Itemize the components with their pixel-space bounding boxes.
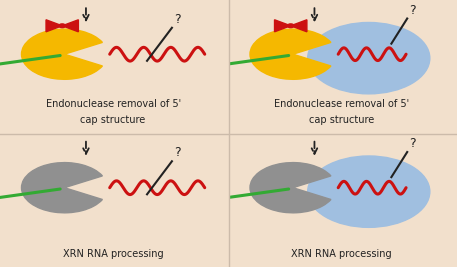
Wedge shape bbox=[250, 29, 331, 79]
Polygon shape bbox=[291, 20, 307, 32]
Text: Endonuclease removal of 5': Endonuclease removal of 5' bbox=[274, 99, 409, 109]
Wedge shape bbox=[250, 163, 331, 213]
Circle shape bbox=[59, 24, 65, 28]
Text: ?: ? bbox=[174, 13, 181, 26]
Circle shape bbox=[308, 156, 430, 227]
Circle shape bbox=[287, 24, 294, 28]
Text: Endonuclease removal of 5': Endonuclease removal of 5' bbox=[46, 99, 181, 109]
Wedge shape bbox=[21, 163, 102, 213]
Wedge shape bbox=[21, 29, 102, 79]
Text: cap structure: cap structure bbox=[309, 115, 374, 125]
Circle shape bbox=[308, 22, 430, 94]
Circle shape bbox=[205, 60, 223, 70]
Text: XRN RNA processing: XRN RNA processing bbox=[291, 249, 392, 259]
Polygon shape bbox=[275, 20, 291, 32]
Polygon shape bbox=[46, 20, 62, 32]
Polygon shape bbox=[62, 20, 79, 32]
Text: XRN RNA processing: XRN RNA processing bbox=[63, 249, 164, 259]
Text: ?: ? bbox=[174, 146, 181, 159]
Text: cap structure: cap structure bbox=[80, 115, 146, 125]
Text: ?: ? bbox=[409, 137, 416, 150]
Circle shape bbox=[205, 193, 223, 203]
Text: ?: ? bbox=[409, 3, 416, 17]
